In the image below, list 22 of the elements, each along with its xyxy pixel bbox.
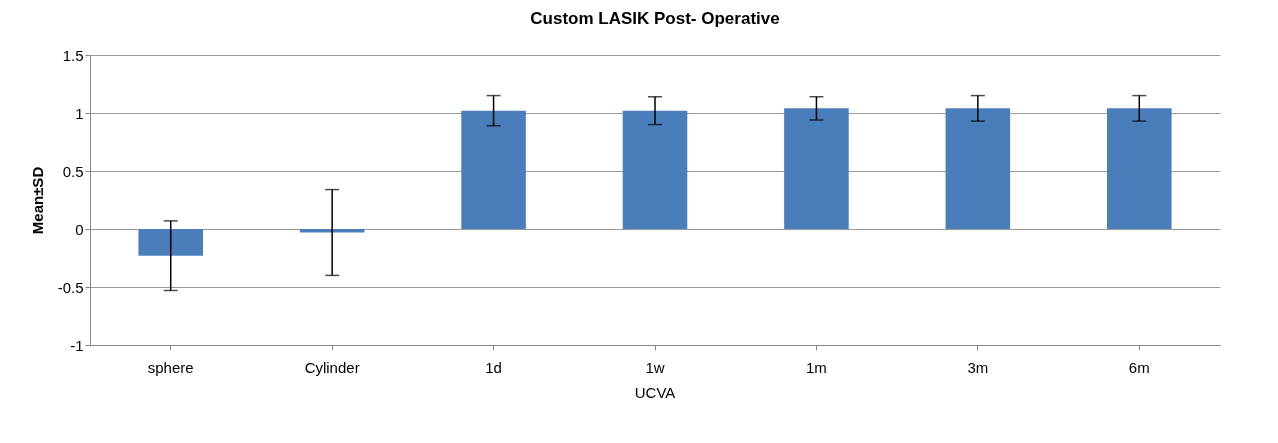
y-tick-label: 0.5: [62, 162, 84, 180]
chart-title: Custom LASIK Post- Operative: [530, 9, 780, 28]
bar: [461, 110, 526, 229]
y-tick-label: 1.5: [62, 46, 84, 64]
x-tick-label: sphere: [147, 358, 194, 376]
y-tick-label: -0.5: [57, 278, 84, 296]
bar: [784, 108, 849, 229]
bar: [945, 108, 1011, 229]
x-tick-label: 1m: [806, 358, 827, 376]
x-tick-label: 1w: [645, 358, 665, 376]
y-tick-label: -1: [70, 336, 84, 354]
y-tick-label: 0: [75, 220, 84, 238]
bar: [1107, 108, 1172, 229]
y-axis-title: Mean±SD: [28, 166, 46, 235]
bar: [138, 229, 203, 256]
x-tick-label: 1d: [485, 358, 502, 376]
bar: [622, 110, 688, 229]
x-tick-label: 3m: [967, 358, 989, 376]
x-tick-label: 6m: [1128, 358, 1150, 376]
x-tick-label: Cylinder: [304, 358, 360, 376]
text: UCVA: [634, 384, 676, 401]
y-tick-label: 1: [75, 104, 84, 122]
